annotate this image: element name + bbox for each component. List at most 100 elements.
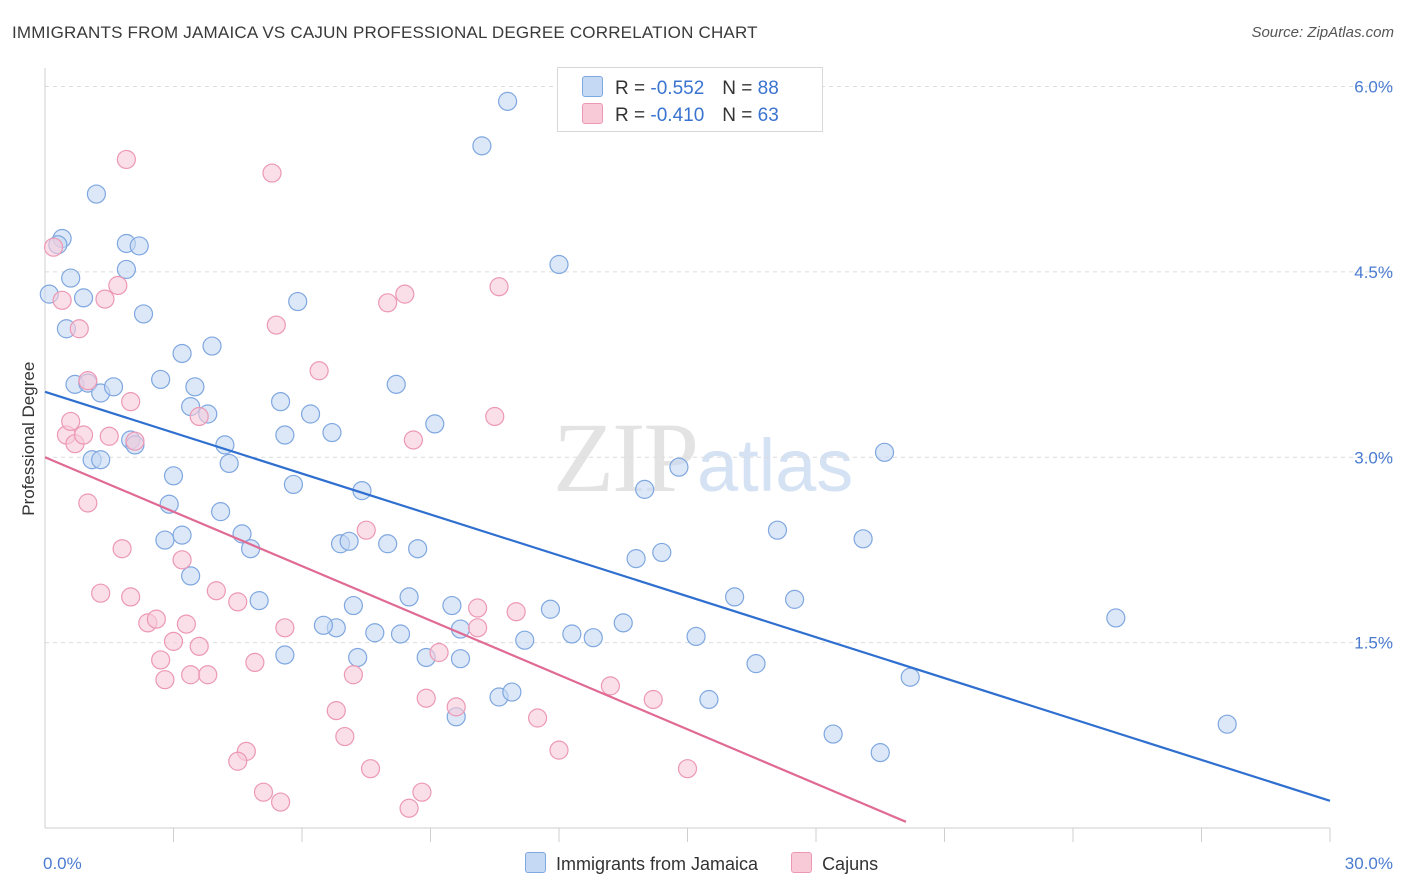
cajun-point bbox=[176, 614, 196, 634]
r-label: R = bbox=[615, 78, 646, 99]
legend-item-cajun[interactable]: Cajuns bbox=[791, 852, 878, 875]
y-axis-label: Professional Degree bbox=[19, 362, 38, 516]
cajun-point bbox=[189, 636, 209, 656]
watermark: ZIPatlas bbox=[553, 400, 853, 515]
cajun-point bbox=[399, 798, 419, 818]
jamaica-point bbox=[1106, 608, 1126, 628]
legend-row-jamaica: R = -0.552 N = 88 bbox=[582, 76, 779, 100]
jamaica-point bbox=[784, 589, 805, 609]
cajun-point bbox=[468, 598, 488, 618]
jamaica-point bbox=[270, 392, 291, 412]
cajun-point bbox=[395, 284, 415, 304]
jamaica-trend-line bbox=[44, 390, 1331, 802]
cajun-point bbox=[643, 689, 663, 710]
jamaica-point bbox=[185, 377, 205, 397]
jamaica-point bbox=[562, 624, 582, 644]
cajun-point bbox=[468, 618, 488, 638]
jamaica-point bbox=[472, 136, 492, 156]
cajun-point bbox=[99, 426, 119, 446]
cajun-point bbox=[155, 670, 175, 690]
cajun-point bbox=[446, 697, 466, 717]
cajun-n-value: 63 bbox=[757, 105, 779, 126]
jamaica-point bbox=[746, 654, 766, 674]
cajun-point bbox=[270, 792, 291, 812]
cajun-r-value: -0.410 bbox=[650, 105, 705, 126]
jamaica-point bbox=[425, 414, 445, 434]
jamaica-points bbox=[39, 91, 1237, 763]
jamaica-point bbox=[275, 645, 295, 665]
cajun-point bbox=[146, 609, 166, 629]
x-tick-label: 30.0% bbox=[1345, 854, 1393, 873]
jamaica-legend-swatch bbox=[525, 852, 546, 873]
watermark-zip: ZIP bbox=[553, 402, 699, 513]
axes bbox=[44, 68, 1331, 842]
cajun-point bbox=[245, 652, 265, 673]
jamaica-point bbox=[219, 453, 239, 474]
cajun-point bbox=[151, 650, 171, 670]
jamaica-r-value: -0.552 bbox=[650, 78, 705, 99]
cajun-trend-line bbox=[44, 456, 907, 823]
cajun-legend-label: Cajuns bbox=[822, 854, 879, 874]
jamaica-point bbox=[249, 591, 269, 611]
stats-legend: R = -0.552 N = 88 R = -0.410 N = 63 bbox=[557, 67, 823, 132]
jamaica-point bbox=[103, 377, 124, 397]
jamaica-point bbox=[322, 422, 342, 443]
jamaica-point bbox=[399, 587, 419, 607]
series-legend: Immigrants from Jamaica Cajuns bbox=[525, 852, 906, 875]
cajun-point bbox=[360, 759, 381, 779]
cajun-point bbox=[78, 493, 98, 513]
jamaica-point bbox=[686, 626, 706, 647]
cajun-point bbox=[356, 520, 376, 540]
jamaica-point bbox=[549, 254, 569, 275]
jamaica-point bbox=[669, 457, 689, 477]
cajun-point bbox=[326, 701, 346, 721]
cajun-point bbox=[121, 587, 141, 607]
n-label: N = bbox=[722, 78, 753, 99]
jamaica-point bbox=[172, 525, 192, 545]
cajun-point bbox=[91, 583, 111, 603]
jamaica-point bbox=[283, 474, 304, 495]
jamaica-point bbox=[61, 268, 81, 288]
cajun-point bbox=[485, 406, 505, 427]
jamaica-point bbox=[163, 466, 184, 486]
jamaica-point bbox=[540, 599, 561, 619]
jamaica-point bbox=[343, 595, 363, 616]
cajun-point bbox=[125, 431, 145, 451]
cajun-point bbox=[206, 581, 226, 601]
cajun-point bbox=[61, 411, 81, 432]
legend-row-cajun: R = -0.410 N = 63 bbox=[582, 103, 779, 127]
jamaica-point bbox=[300, 404, 321, 424]
cajun-point bbox=[378, 293, 398, 313]
jamaica-swatch bbox=[582, 76, 603, 97]
cajun-point bbox=[600, 676, 621, 696]
cajun-point bbox=[172, 550, 192, 570]
jamaica-point bbox=[390, 624, 411, 644]
jamaica-point bbox=[181, 566, 201, 586]
jamaica-point bbox=[1217, 714, 1237, 734]
cajun-point bbox=[198, 665, 218, 685]
n-label: N = bbox=[722, 105, 753, 126]
cajun-point bbox=[43, 237, 64, 257]
jamaica-point bbox=[613, 613, 633, 633]
axis-labels: 1.5% 3.0% 4.5% 6.0% 0.0% 30.0% Professional De… bbox=[19, 78, 1393, 873]
source-credit: Source: ZipAtlas.com bbox=[1251, 24, 1394, 41]
jamaica-point bbox=[313, 615, 334, 635]
cajun-point bbox=[549, 740, 569, 760]
jamaica-point bbox=[635, 479, 655, 499]
cajun-point bbox=[181, 665, 201, 685]
jamaica-point bbox=[151, 369, 171, 390]
jamaica-point bbox=[853, 529, 873, 549]
jamaica-point bbox=[172, 343, 192, 364]
jamaica-point bbox=[823, 724, 843, 744]
cajun-point bbox=[275, 618, 295, 638]
trend-lines bbox=[44, 390, 1331, 823]
jamaica-point bbox=[583, 628, 603, 648]
chart-title: IMMIGRANTS FROM JAMAICA VS CAJUN PROFESS… bbox=[12, 23, 758, 42]
jamaica-point bbox=[874, 442, 895, 462]
x-tick-label: 0.0% bbox=[43, 854, 82, 873]
legend-item-jamaica[interactable]: Immigrants from Jamaica bbox=[525, 852, 758, 875]
jamaica-point bbox=[725, 587, 745, 607]
jamaica-point bbox=[275, 425, 295, 445]
y-tick-label: 4.5% bbox=[1354, 263, 1393, 282]
